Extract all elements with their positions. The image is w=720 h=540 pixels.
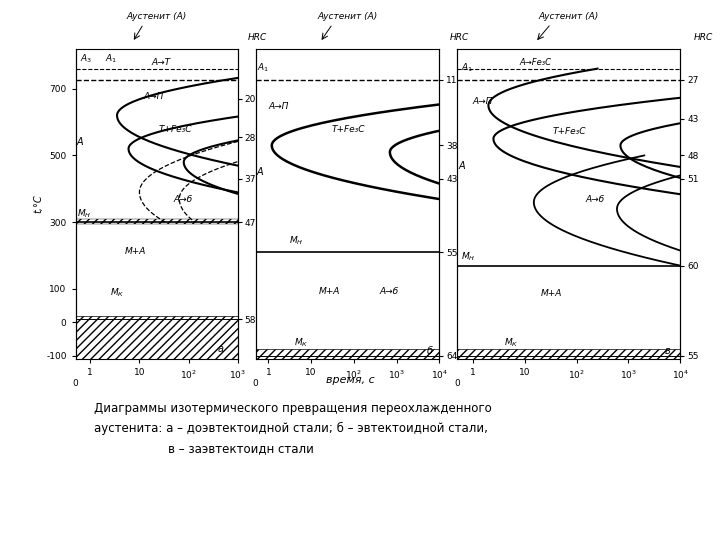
Text: A→П: A→П [473, 97, 493, 106]
Text: 0: 0 [253, 379, 258, 388]
Text: A→Fe₃C: A→Fe₃C [520, 58, 552, 68]
Text: б: б [426, 346, 432, 356]
Text: Аустенит (А): Аустенит (А) [539, 12, 599, 21]
Text: $A_1$: $A_1$ [257, 62, 269, 74]
Text: Аустенит (А): Аустенит (А) [318, 12, 377, 21]
Text: M+A: M+A [319, 287, 340, 296]
Text: M+A: M+A [540, 289, 562, 298]
Text: $A_1$: $A_1$ [462, 62, 473, 74]
Text: A→П: A→П [143, 92, 163, 100]
Text: HRC: HRC [248, 33, 266, 42]
Text: A→б: A→б [174, 195, 193, 204]
Text: A→Τ: A→Τ [152, 58, 171, 68]
Text: время, с: время, с [326, 375, 375, 386]
Text: $A_3$: $A_3$ [80, 52, 92, 65]
Text: A→б: A→б [586, 195, 605, 204]
Text: HRC: HRC [450, 33, 469, 42]
Text: Τ+Fe₃C: Τ+Fe₃C [159, 125, 192, 134]
Text: M+A: M+A [125, 247, 146, 256]
Text: A: A [459, 161, 465, 171]
Text: $M_К$: $M_К$ [294, 337, 309, 349]
Text: A: A [256, 167, 264, 178]
Text: а: а [218, 344, 224, 354]
Text: $M_К$: $M_К$ [110, 287, 125, 299]
Text: A: A [77, 137, 84, 147]
Y-axis label: t,°C: t,°C [33, 194, 43, 213]
Text: A→П: A→П [269, 102, 289, 111]
Text: Аустенит (А): Аустенит (А) [127, 12, 186, 21]
Text: A→б: A→б [379, 287, 399, 296]
Text: 0: 0 [73, 379, 78, 388]
Text: $M_H$: $M_H$ [77, 207, 91, 220]
Text: в: в [665, 346, 670, 356]
Text: HRC: HRC [694, 33, 713, 42]
Text: $M_К$: $M_К$ [504, 337, 518, 349]
Text: Τ+Fe₃C: Τ+Fe₃C [553, 127, 586, 136]
Text: Τ+Fe₃C: Τ+Fe₃C [331, 125, 365, 134]
Text: 0: 0 [454, 379, 460, 388]
Text: аустенита: а – доэвтектоидной стали; б – эвтектоидной стали,: аустенита: а – доэвтектоидной стали; б –… [94, 422, 487, 435]
Text: $A_1$: $A_1$ [105, 52, 117, 65]
Text: $M_H$: $M_H$ [462, 251, 476, 263]
Text: в – заэвтектоидн стали: в – заэвтектоидн стали [168, 442, 314, 455]
Text: Диаграммы изотермического превращения переохлажденного: Диаграммы изотермического превращения пе… [94, 402, 491, 415]
Text: $M_H$: $M_H$ [289, 235, 303, 247]
